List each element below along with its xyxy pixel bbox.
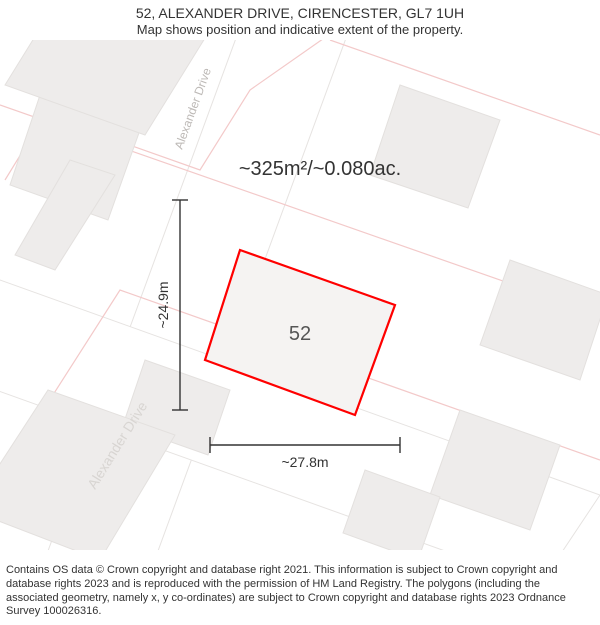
page-container: 52, ALEXANDER DRIVE, CIRENCESTER, GL7 1U… bbox=[0, 0, 600, 625]
map-area: Alexander DriveAlexander Drive52~325m²/~… bbox=[0, 40, 600, 550]
page-title: 52, ALEXANDER DRIVE, CIRENCESTER, GL7 1U… bbox=[0, 4, 600, 22]
property-number-label: 52 bbox=[289, 323, 311, 345]
footer-copyright: Contains OS data © Crown copyright and d… bbox=[6, 564, 594, 619]
map-svg: Alexander DriveAlexander Drive52~325m²/~… bbox=[0, 40, 600, 550]
dim-label-height: ~24.9m bbox=[155, 281, 171, 328]
page-subtitle: Map shows position and indicative extent… bbox=[0, 22, 600, 39]
area-label: ~325m²/~0.080ac. bbox=[239, 158, 401, 180]
header: 52, ALEXANDER DRIVE, CIRENCESTER, GL7 1U… bbox=[0, 4, 600, 39]
dim-label-width: ~27.8m bbox=[281, 454, 328, 470]
